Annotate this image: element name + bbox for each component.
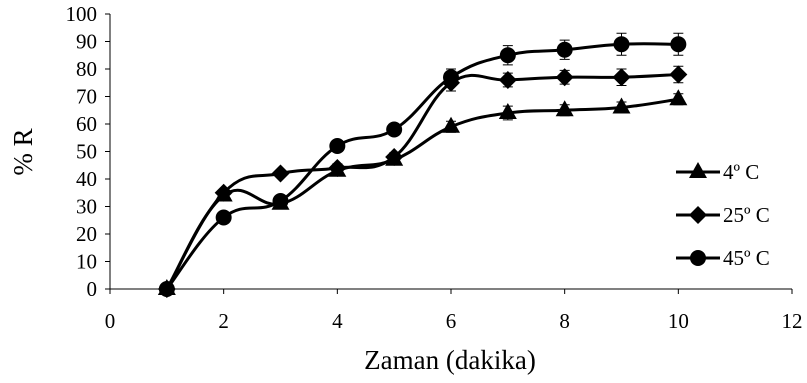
x-tick-label: 2 [218, 309, 229, 333]
legend-marker [689, 206, 707, 224]
y-tick-label: 70 [76, 85, 97, 109]
legend-item: 4º C [676, 160, 759, 184]
y-tick-label: 100 [66, 2, 98, 26]
x-axis-label: Zaman (dakika) [364, 345, 536, 375]
legend-label: 45º C [723, 246, 770, 270]
x-tick-labels: 0 2 4 6 8 10 12 [105, 289, 803, 333]
data-point [498, 71, 517, 89]
x-tick-label: 12 [782, 309, 803, 333]
series-circle [158, 32, 687, 297]
axes [109, 14, 792, 290]
data-point [271, 164, 290, 183]
y-tick-label: 50 [76, 140, 97, 164]
data-series [157, 32, 688, 298]
data-point [385, 148, 404, 166]
data-point [612, 68, 631, 87]
series-diamond [157, 65, 688, 298]
data-point [386, 121, 403, 138]
data-point [442, 116, 460, 133]
legend-marker [689, 162, 707, 178]
data-point [443, 69, 459, 86]
data-point [555, 68, 574, 87]
y-tick-label: 60 [76, 112, 97, 136]
x-tick-label: 0 [105, 309, 116, 333]
data-point [329, 138, 346, 154]
x-tick-label: 6 [446, 309, 457, 333]
data-point [556, 41, 573, 58]
y-tick-label: 90 [76, 30, 97, 54]
y-tick-label: 30 [76, 195, 97, 219]
x-tick-label: 10 [668, 309, 689, 333]
data-point [158, 281, 175, 297]
y-tick-label: 20 [76, 222, 97, 246]
y-tick-label: 0 [87, 277, 98, 301]
y-axis-label: % R [8, 128, 38, 175]
data-point [613, 36, 630, 53]
legend: 4º C 25º C 45º C [676, 160, 770, 270]
legend-label: 4º C [723, 160, 759, 184]
series-line [165, 42, 679, 290]
series-line [165, 97, 679, 290]
data-point [670, 36, 687, 53]
legend-label: 25º C [723, 203, 770, 227]
series-line [165, 73, 679, 290]
data-point [272, 193, 289, 209]
data-point [215, 209, 232, 226]
data-point [499, 47, 516, 64]
data-point [555, 100, 574, 117]
x-tick-label: 8 [559, 309, 570, 333]
data-point [214, 183, 233, 202]
y-tick-label: 80 [76, 57, 97, 81]
legend-item: 25º C [676, 203, 770, 227]
y-tick-labels: 0 10 20 30 40 50 60 70 80 90 100 [66, 2, 110, 301]
y-tick-label: 10 [76, 250, 97, 274]
data-point [328, 159, 347, 177]
legend-item: 45º C [676, 246, 770, 270]
data-point [669, 89, 688, 106]
data-point [498, 103, 517, 119]
data-point [669, 65, 688, 84]
y-tick-label: 40 [76, 167, 97, 191]
data-point [612, 97, 631, 114]
x-tick-label: 4 [332, 309, 343, 333]
legend-marker [690, 250, 706, 266]
